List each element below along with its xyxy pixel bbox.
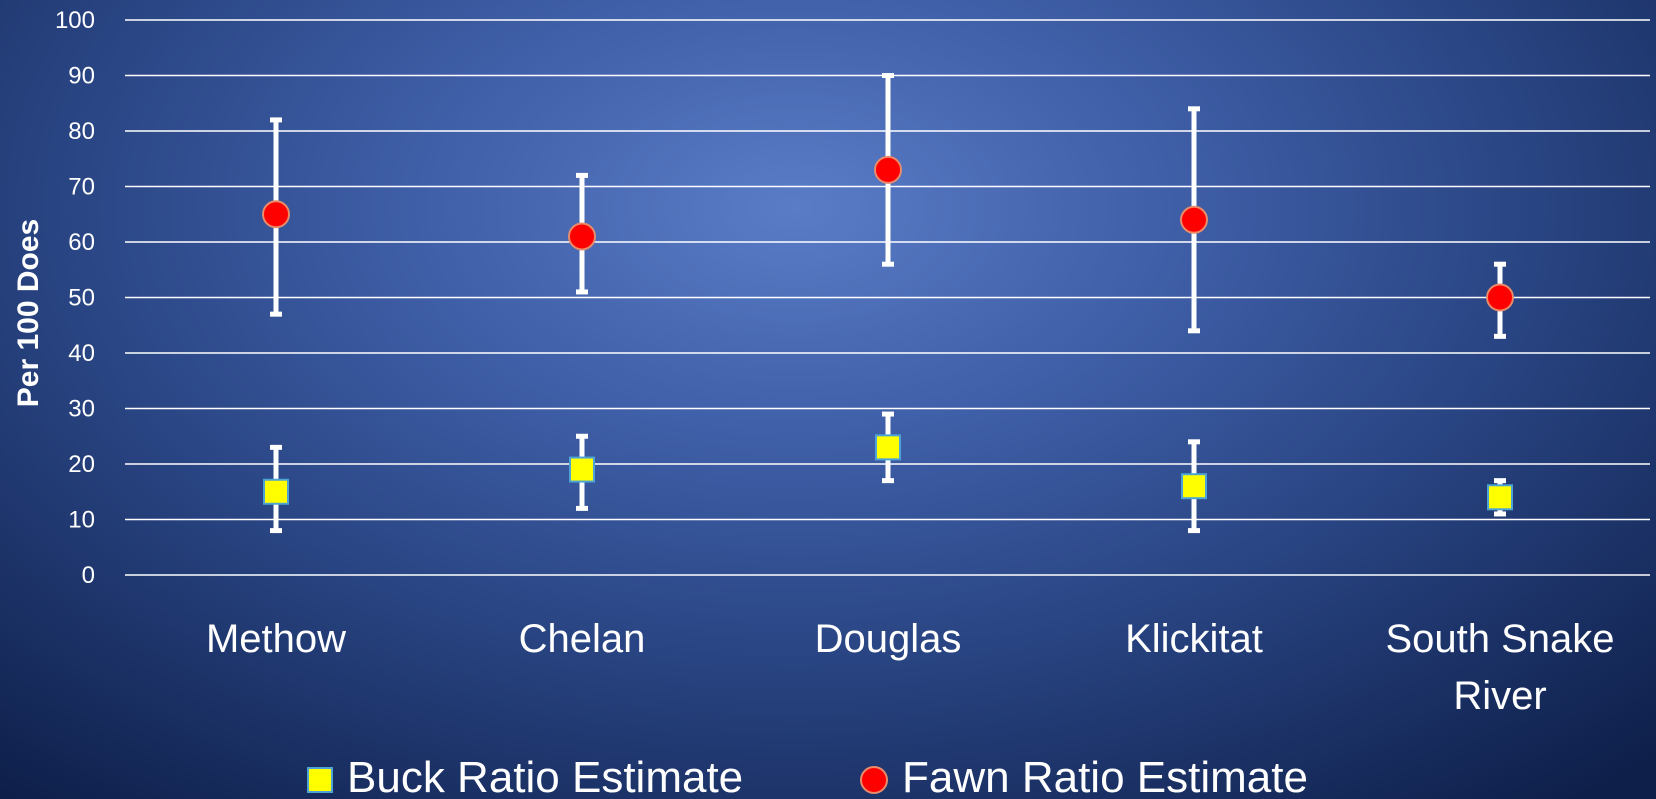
y-tick-label-80: 80 (68, 118, 95, 145)
x-category-label-2: Douglas (815, 617, 962, 661)
y-tick-label-100: 100 (55, 7, 95, 34)
legend-label-fawn: Fawn Ratio Estimate (902, 753, 1308, 799)
marker-buck-0 (263, 478, 289, 505)
marker-fawn-2 (874, 155, 902, 184)
x-category-label-4: South Snake River (1385, 617, 1614, 718)
red-circle-icon (860, 766, 888, 794)
marker-fawn-0 (262, 200, 290, 229)
y-tick-label-90: 90 (68, 63, 95, 90)
marker-buck-1 (569, 456, 595, 483)
x-category-label-1: Chelan (519, 617, 646, 661)
yellow-square-icon (307, 767, 333, 793)
marker-fawn-4 (1486, 283, 1514, 312)
marker-fawn-1 (568, 222, 596, 251)
x-category-label-3: Klickitat (1125, 617, 1263, 661)
marker-buck-3 (1181, 473, 1207, 500)
y-axis-title: Per 100 Does (12, 219, 45, 407)
error-bars (270, 73, 1506, 534)
y-tick-label-30: 30 (68, 396, 95, 423)
y-tick-labels: 0 10 20 30 40 50 60 70 80 90 100 (55, 7, 95, 589)
y-tick-label-60: 60 (68, 229, 95, 256)
legend: Buck Ratio Estimate Fawn Ratio Estimate (0, 752, 1656, 799)
y-tick-label-0: 0 (82, 562, 95, 589)
marker-buck-4 (1487, 484, 1513, 511)
y-tick-label-20: 20 (68, 451, 95, 478)
legend-label-buck: Buck Ratio Estimate (347, 753, 744, 799)
y-tick-label-10: 10 (68, 507, 95, 534)
data-markers (262, 155, 1514, 511)
marker-fawn-3 (1180, 205, 1208, 234)
marker-buck-2 (875, 434, 901, 461)
y-tick-label-70: 70 (68, 174, 95, 201)
x-category-labels: Methow Chelan Douglas Klickitat South Snake R… (206, 617, 1615, 718)
legend-item-fawn: Fawn Ratio Estimate (860, 752, 1308, 799)
y-tick-label-50: 50 (68, 285, 95, 312)
legend-item-buck: Buck Ratio Estimate (307, 752, 743, 799)
x-category-label-0: Methow (206, 617, 346, 661)
y-tick-label-40: 40 (68, 340, 95, 367)
